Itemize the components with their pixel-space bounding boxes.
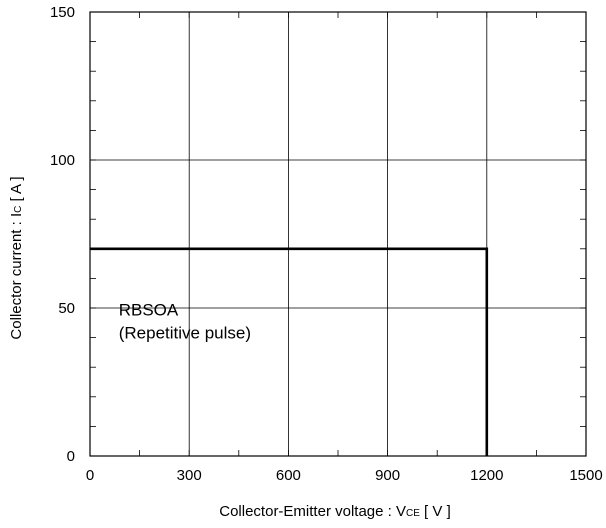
plot-frame bbox=[89, 11, 587, 457]
y-tick-labels: 0 50 100 150 bbox=[50, 4, 75, 465]
y-axis-label-main: Collector current : I bbox=[8, 213, 25, 340]
y-tick-label: 100 bbox=[50, 152, 75, 169]
y-axis-label-subscript: C bbox=[13, 206, 24, 213]
x-axis-label-subscript: CE bbox=[406, 508, 420, 519]
x-axis-label-unit: [ V ] bbox=[420, 503, 451, 520]
x-tick-label: 600 bbox=[276, 467, 301, 484]
x-tick-label: 900 bbox=[375, 467, 400, 484]
x-tick-label: 1500 bbox=[569, 467, 602, 484]
annotation-rbsoa: RBSOA (Repetitive pulse) bbox=[119, 301, 251, 343]
y-tick-label: 0 bbox=[67, 448, 75, 465]
y-tick-label: 50 bbox=[58, 300, 75, 317]
minor-ticks bbox=[90, 12, 586, 456]
x-tick-labels: 0 300 600 900 1200 1500 bbox=[86, 467, 603, 484]
x-axis-label-main: Collector-Emitter voltage : V bbox=[219, 503, 406, 520]
x-tick-label: 0 bbox=[86, 467, 94, 484]
series-group bbox=[90, 247, 489, 456]
annotation-line: (Repetitive pulse) bbox=[119, 324, 251, 343]
y-tick-label: 150 bbox=[50, 4, 75, 21]
series-line-0 bbox=[90, 247, 489, 456]
y-axis-label: Collector current : IC [ A ] bbox=[8, 176, 25, 339]
x-tick-label: 300 bbox=[177, 467, 202, 484]
annotations: RBSOA (Repetitive pulse) bbox=[119, 301, 251, 343]
grid-lines bbox=[90, 12, 586, 456]
y-axis-label-unit: [ A ] bbox=[8, 176, 25, 205]
x-axis-label: Collector-Emitter voltage : VCE [ V ] bbox=[219, 503, 450, 520]
x-tick-label: 1200 bbox=[470, 467, 503, 484]
annotation-line: RBSOA bbox=[119, 301, 179, 320]
